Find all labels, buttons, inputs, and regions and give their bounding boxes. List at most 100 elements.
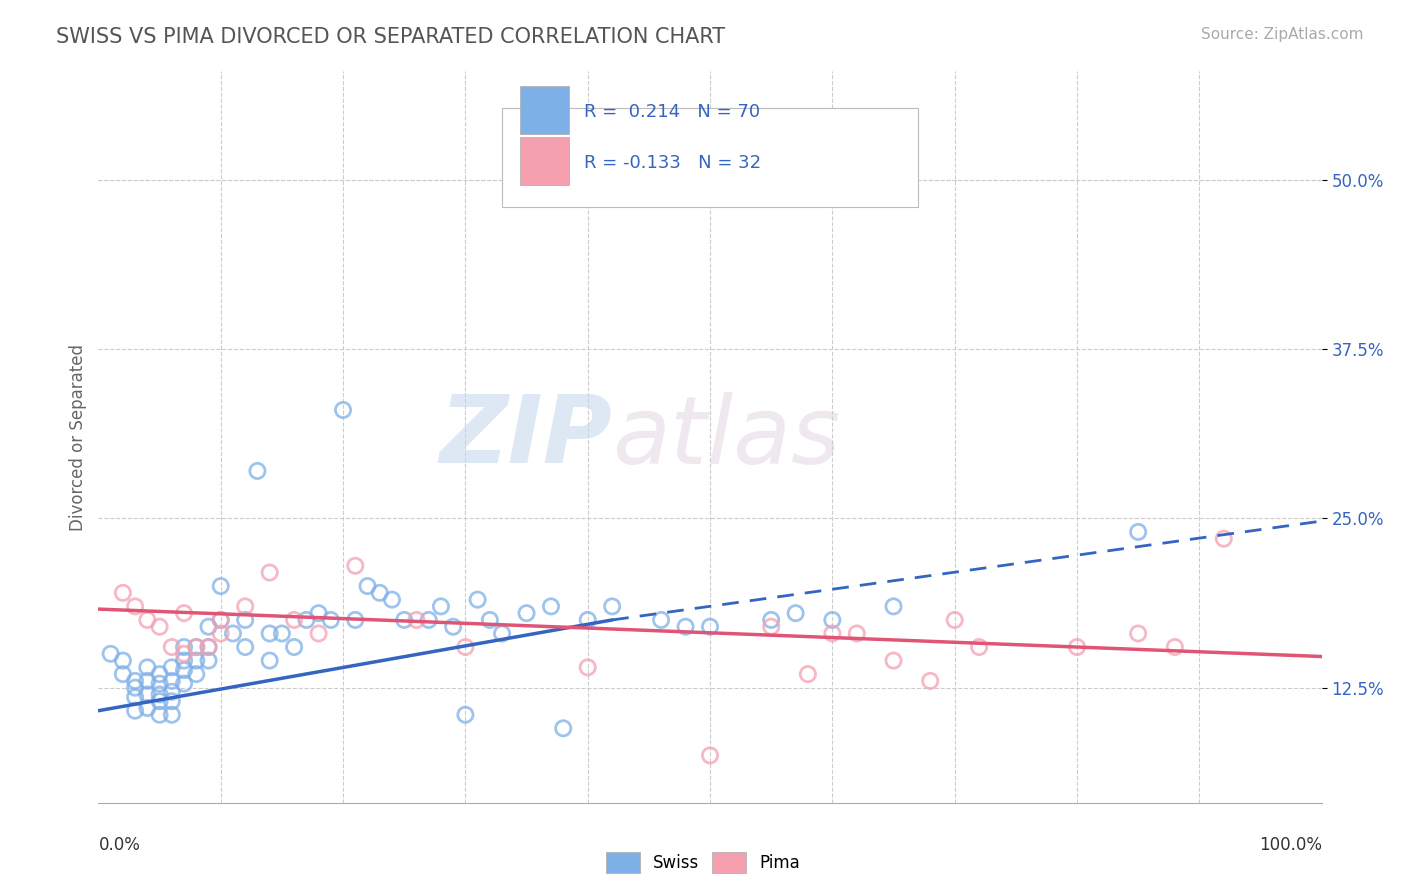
Point <box>197 640 219 654</box>
Point <box>467 592 489 607</box>
Text: 0.0%: 0.0% <box>98 837 141 855</box>
Point <box>160 694 183 708</box>
Point <box>1212 532 1234 546</box>
Point <box>246 464 269 478</box>
Point <box>967 640 990 654</box>
Point <box>920 673 942 688</box>
Text: 100.0%: 100.0% <box>1258 837 1322 855</box>
Point <box>124 599 146 614</box>
Point <box>576 613 599 627</box>
Point <box>100 647 122 661</box>
Point <box>1128 626 1150 640</box>
Point <box>233 599 256 614</box>
Point <box>136 613 159 627</box>
Point <box>515 606 537 620</box>
Point <box>124 673 146 688</box>
Point <box>209 626 232 640</box>
Point <box>111 586 134 600</box>
Point <box>943 613 966 627</box>
Text: R = -0.133   N = 32: R = -0.133 N = 32 <box>583 153 761 172</box>
Point <box>283 640 305 654</box>
Point <box>332 403 354 417</box>
Point <box>1128 524 1150 539</box>
Point <box>821 613 844 627</box>
Text: atlas: atlas <box>612 392 841 483</box>
Point <box>173 676 195 690</box>
Text: Source: ZipAtlas.com: Source: ZipAtlas.com <box>1201 27 1364 42</box>
Point <box>478 613 501 627</box>
Point <box>149 676 172 690</box>
Point <box>761 613 783 627</box>
Point <box>209 613 232 627</box>
Point <box>160 660 183 674</box>
Point <box>761 620 783 634</box>
Point <box>111 667 134 681</box>
Y-axis label: Divorced or Separated: Divorced or Separated <box>69 343 87 531</box>
Point <box>149 620 172 634</box>
Point <box>553 721 575 735</box>
Point <box>136 701 159 715</box>
FancyBboxPatch shape <box>520 137 569 185</box>
Point <box>160 707 183 722</box>
Point <box>344 613 367 627</box>
Point <box>308 626 330 640</box>
Point <box>650 613 672 627</box>
FancyBboxPatch shape <box>520 86 569 134</box>
Text: SWISS VS PIMA DIVORCED OR SEPARATED CORRELATION CHART: SWISS VS PIMA DIVORCED OR SEPARATED CORR… <box>56 27 725 46</box>
Point <box>222 626 245 640</box>
Point <box>186 667 208 681</box>
Point <box>209 613 232 627</box>
Point <box>540 599 562 614</box>
Point <box>344 558 367 573</box>
Point <box>797 667 820 681</box>
Point <box>173 606 195 620</box>
Point <box>454 640 477 654</box>
Point <box>845 626 868 640</box>
Point <box>197 620 219 634</box>
Point <box>418 613 440 627</box>
Point <box>173 647 195 661</box>
Point <box>160 673 183 688</box>
FancyBboxPatch shape <box>502 108 918 207</box>
Point <box>197 654 219 668</box>
Point <box>699 748 721 763</box>
Point <box>124 704 146 718</box>
Point <box>381 592 404 607</box>
Point <box>124 690 146 705</box>
Point <box>136 673 159 688</box>
Point <box>368 586 391 600</box>
Point <box>149 667 172 681</box>
Point <box>454 707 477 722</box>
Point <box>283 613 305 627</box>
Point <box>259 566 281 580</box>
Point <box>149 688 172 702</box>
Point <box>392 613 416 627</box>
Point <box>319 613 342 627</box>
Point <box>270 626 294 640</box>
Point <box>1066 640 1088 654</box>
Point <box>308 606 330 620</box>
Point <box>136 688 159 702</box>
Point <box>259 654 281 668</box>
Point <box>173 640 195 654</box>
Point <box>356 579 378 593</box>
Point <box>160 684 183 698</box>
Point <box>821 626 844 640</box>
Point <box>111 654 134 668</box>
Point <box>124 681 146 695</box>
Point <box>186 654 208 668</box>
Point <box>233 613 256 627</box>
Point <box>149 707 172 722</box>
Point <box>785 606 807 620</box>
Point <box>699 620 721 634</box>
Point <box>675 620 697 634</box>
Point <box>149 694 172 708</box>
Point <box>173 663 195 677</box>
Point <box>491 626 513 640</box>
Point <box>173 654 195 668</box>
Point <box>576 660 599 674</box>
Point <box>197 640 219 654</box>
Point <box>430 599 453 614</box>
Legend: Swiss, Pima: Swiss, Pima <box>599 846 807 880</box>
Point <box>441 620 464 634</box>
